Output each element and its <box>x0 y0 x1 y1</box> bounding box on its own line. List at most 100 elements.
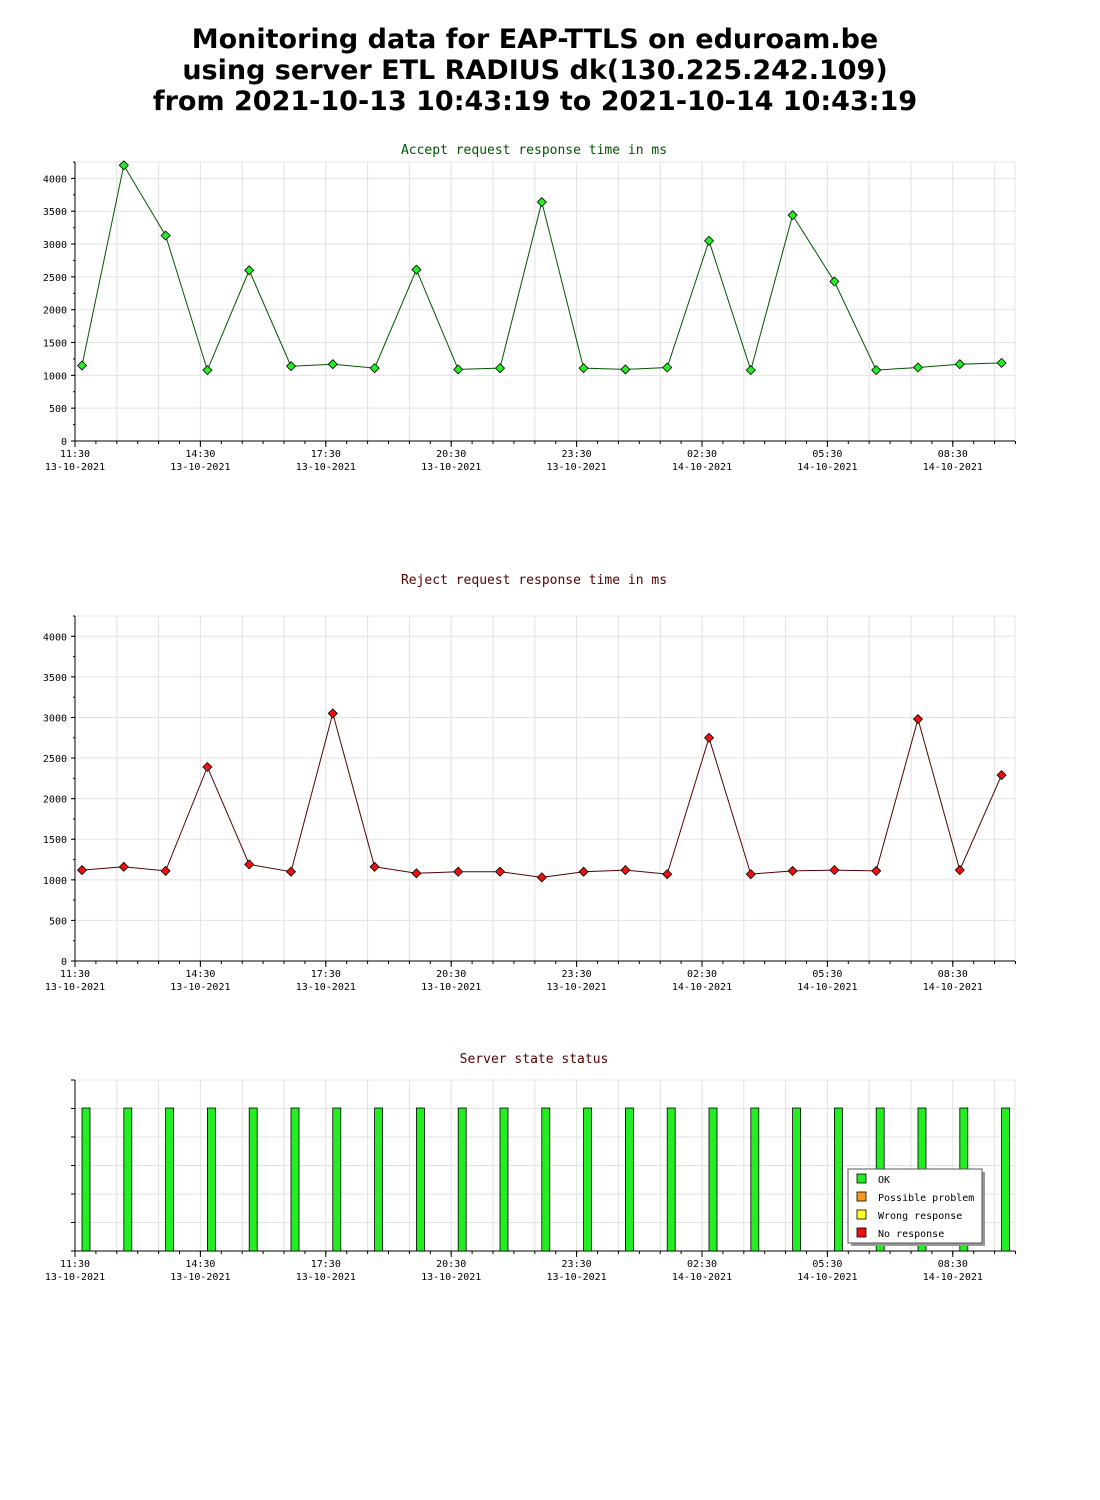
state-bar <box>1001 1107 1010 1252</box>
x-tick-label-date: 13-10-2021 <box>296 1272 356 1283</box>
data-point <box>118 160 129 171</box>
state-bar <box>834 1107 843 1252</box>
state-bar <box>708 1107 718 1252</box>
y-tick-label: 2000 <box>43 795 67 806</box>
y-tick-label: 2000 <box>43 306 67 317</box>
x-tick-label-date: 13-10-2021 <box>421 1272 481 1283</box>
x-tick-label-time: 23:30 <box>562 1259 592 1270</box>
data-point <box>244 265 255 276</box>
data-point <box>912 714 924 725</box>
x-tick-label-date: 13-10-2021 <box>546 1272 606 1283</box>
x-tick-label-time: 05:30 <box>812 969 842 980</box>
x-tick-label-time: 02:30 <box>687 969 717 980</box>
state-bar <box>123 1107 133 1252</box>
data-point <box>411 868 422 879</box>
x-tick-label-time: 17:30 <box>311 969 341 980</box>
x-tick-label-time: 02:30 <box>687 449 717 460</box>
data-point <box>871 365 882 376</box>
x-tick-label-date: 14-10-2021 <box>672 462 732 473</box>
chart-2: Reject request response time in ms 0 500 10… <box>43 573 1016 993</box>
data-point <box>662 362 673 373</box>
x-tick-label-date: 13-10-2021 <box>170 462 230 473</box>
x-tick-label-time: 14:30 <box>185 1259 215 1270</box>
data-point <box>536 872 547 883</box>
title-line-1: Monitoring data for EAP-TTLS on eduroam.… <box>191 24 879 55</box>
data-point <box>369 861 380 872</box>
data-point <box>202 761 213 773</box>
data-point <box>160 865 171 876</box>
data-point <box>871 865 882 876</box>
state-bar <box>750 1107 760 1252</box>
x-tick-label-time: 20:30 <box>436 1259 466 1270</box>
data-point <box>954 359 965 370</box>
state-bar <box>666 1107 676 1252</box>
state-bar <box>457 1107 467 1252</box>
chart-1: Accept request response time in ms 0 500 10… <box>43 143 1016 473</box>
y-tick-label: 1500 <box>43 339 67 350</box>
legend-label: No response <box>878 1229 944 1240</box>
state-bar <box>583 1107 592 1252</box>
series-line <box>81 711 1003 878</box>
x-tick-label-date: 14-10-2021 <box>672 1272 732 1283</box>
data-point <box>453 364 464 375</box>
data-point <box>327 359 338 370</box>
x-tick-label-date: 13-10-2021 <box>170 982 230 993</box>
y-tick-label: 1500 <box>43 835 67 846</box>
data-point <box>620 364 631 375</box>
y-tick-label: 3500 <box>43 673 67 684</box>
legend-swatch <box>856 1209 867 1220</box>
x-tick-label-date: 13-10-2021 <box>546 462 606 473</box>
data-point <box>578 866 589 877</box>
data-point <box>703 235 715 246</box>
data-point <box>996 357 1007 368</box>
data-point <box>160 230 171 241</box>
data-point <box>411 264 422 275</box>
y-tick-label: 0 <box>61 437 67 448</box>
x-tick-label-time: 14:30 <box>185 449 215 460</box>
x-tick-label-date: 13-10-2021 <box>45 462 105 473</box>
data-point <box>202 365 213 376</box>
x-tick-label-date: 14-10-2021 <box>672 982 732 993</box>
x-tick-label-time: 11:30 <box>60 1259 90 1270</box>
y-tick-label: 1000 <box>43 371 67 382</box>
x-tick-label-date: 13-10-2021 <box>45 1272 105 1283</box>
legend-label: Possible problem <box>878 1193 974 1204</box>
x-tick-label-date: 13-10-2021 <box>296 462 356 473</box>
x-tick-label-time: 11:30 <box>60 449 90 460</box>
y-tick-label: 2500 <box>43 273 67 284</box>
data-point <box>76 865 88 876</box>
data-point <box>76 360 88 371</box>
x-tick-label-time: 14:30 <box>185 969 215 980</box>
data-point <box>829 276 840 287</box>
data-point <box>745 869 756 880</box>
legend-swatch <box>856 1173 867 1184</box>
legend-swatch <box>856 1191 867 1202</box>
state-bar <box>499 1107 509 1252</box>
x-tick-label-date: 14-10-2021 <box>797 1272 857 1283</box>
x-tick-label-date: 13-10-2021 <box>421 982 481 993</box>
x-tick-label-time: 20:30 <box>436 969 466 980</box>
title-line-3: from 2021-10-13 10:43:19 to 2021-10-14 1… <box>152 86 918 117</box>
legend <box>847 1168 983 1244</box>
data-point <box>244 859 255 870</box>
y-tick-label: 500 <box>49 916 67 927</box>
data-point <box>662 869 673 880</box>
chart-3: Server state status 11:30 13-10-2021 14:30 1… <box>45 1052 1016 1283</box>
x-tick-label-date: 14-10-2021 <box>923 982 983 993</box>
state-bar <box>290 1107 300 1252</box>
state-bar <box>374 1107 384 1252</box>
legend-label: Wrong response <box>878 1211 962 1222</box>
x-tick-label-date: 13-10-2021 <box>45 982 105 993</box>
data-point <box>285 866 297 877</box>
x-tick-label-time: 23:30 <box>562 969 592 980</box>
x-tick-label-time: 02:30 <box>687 1259 717 1270</box>
y-tick-label: 2500 <box>43 754 67 765</box>
data-point <box>620 865 631 876</box>
x-tick-label-date: 14-10-2021 <box>923 462 983 473</box>
x-tick-label-date: 14-10-2021 <box>797 462 857 473</box>
x-tick-label-date: 13-10-2021 <box>546 982 606 993</box>
x-tick-label-date: 14-10-2021 <box>923 1272 983 1283</box>
page-title: Monitoring data for EAP-TTLS on eduroam.… <box>0 24 1070 117</box>
y-tick-label: 3000 <box>43 240 67 251</box>
